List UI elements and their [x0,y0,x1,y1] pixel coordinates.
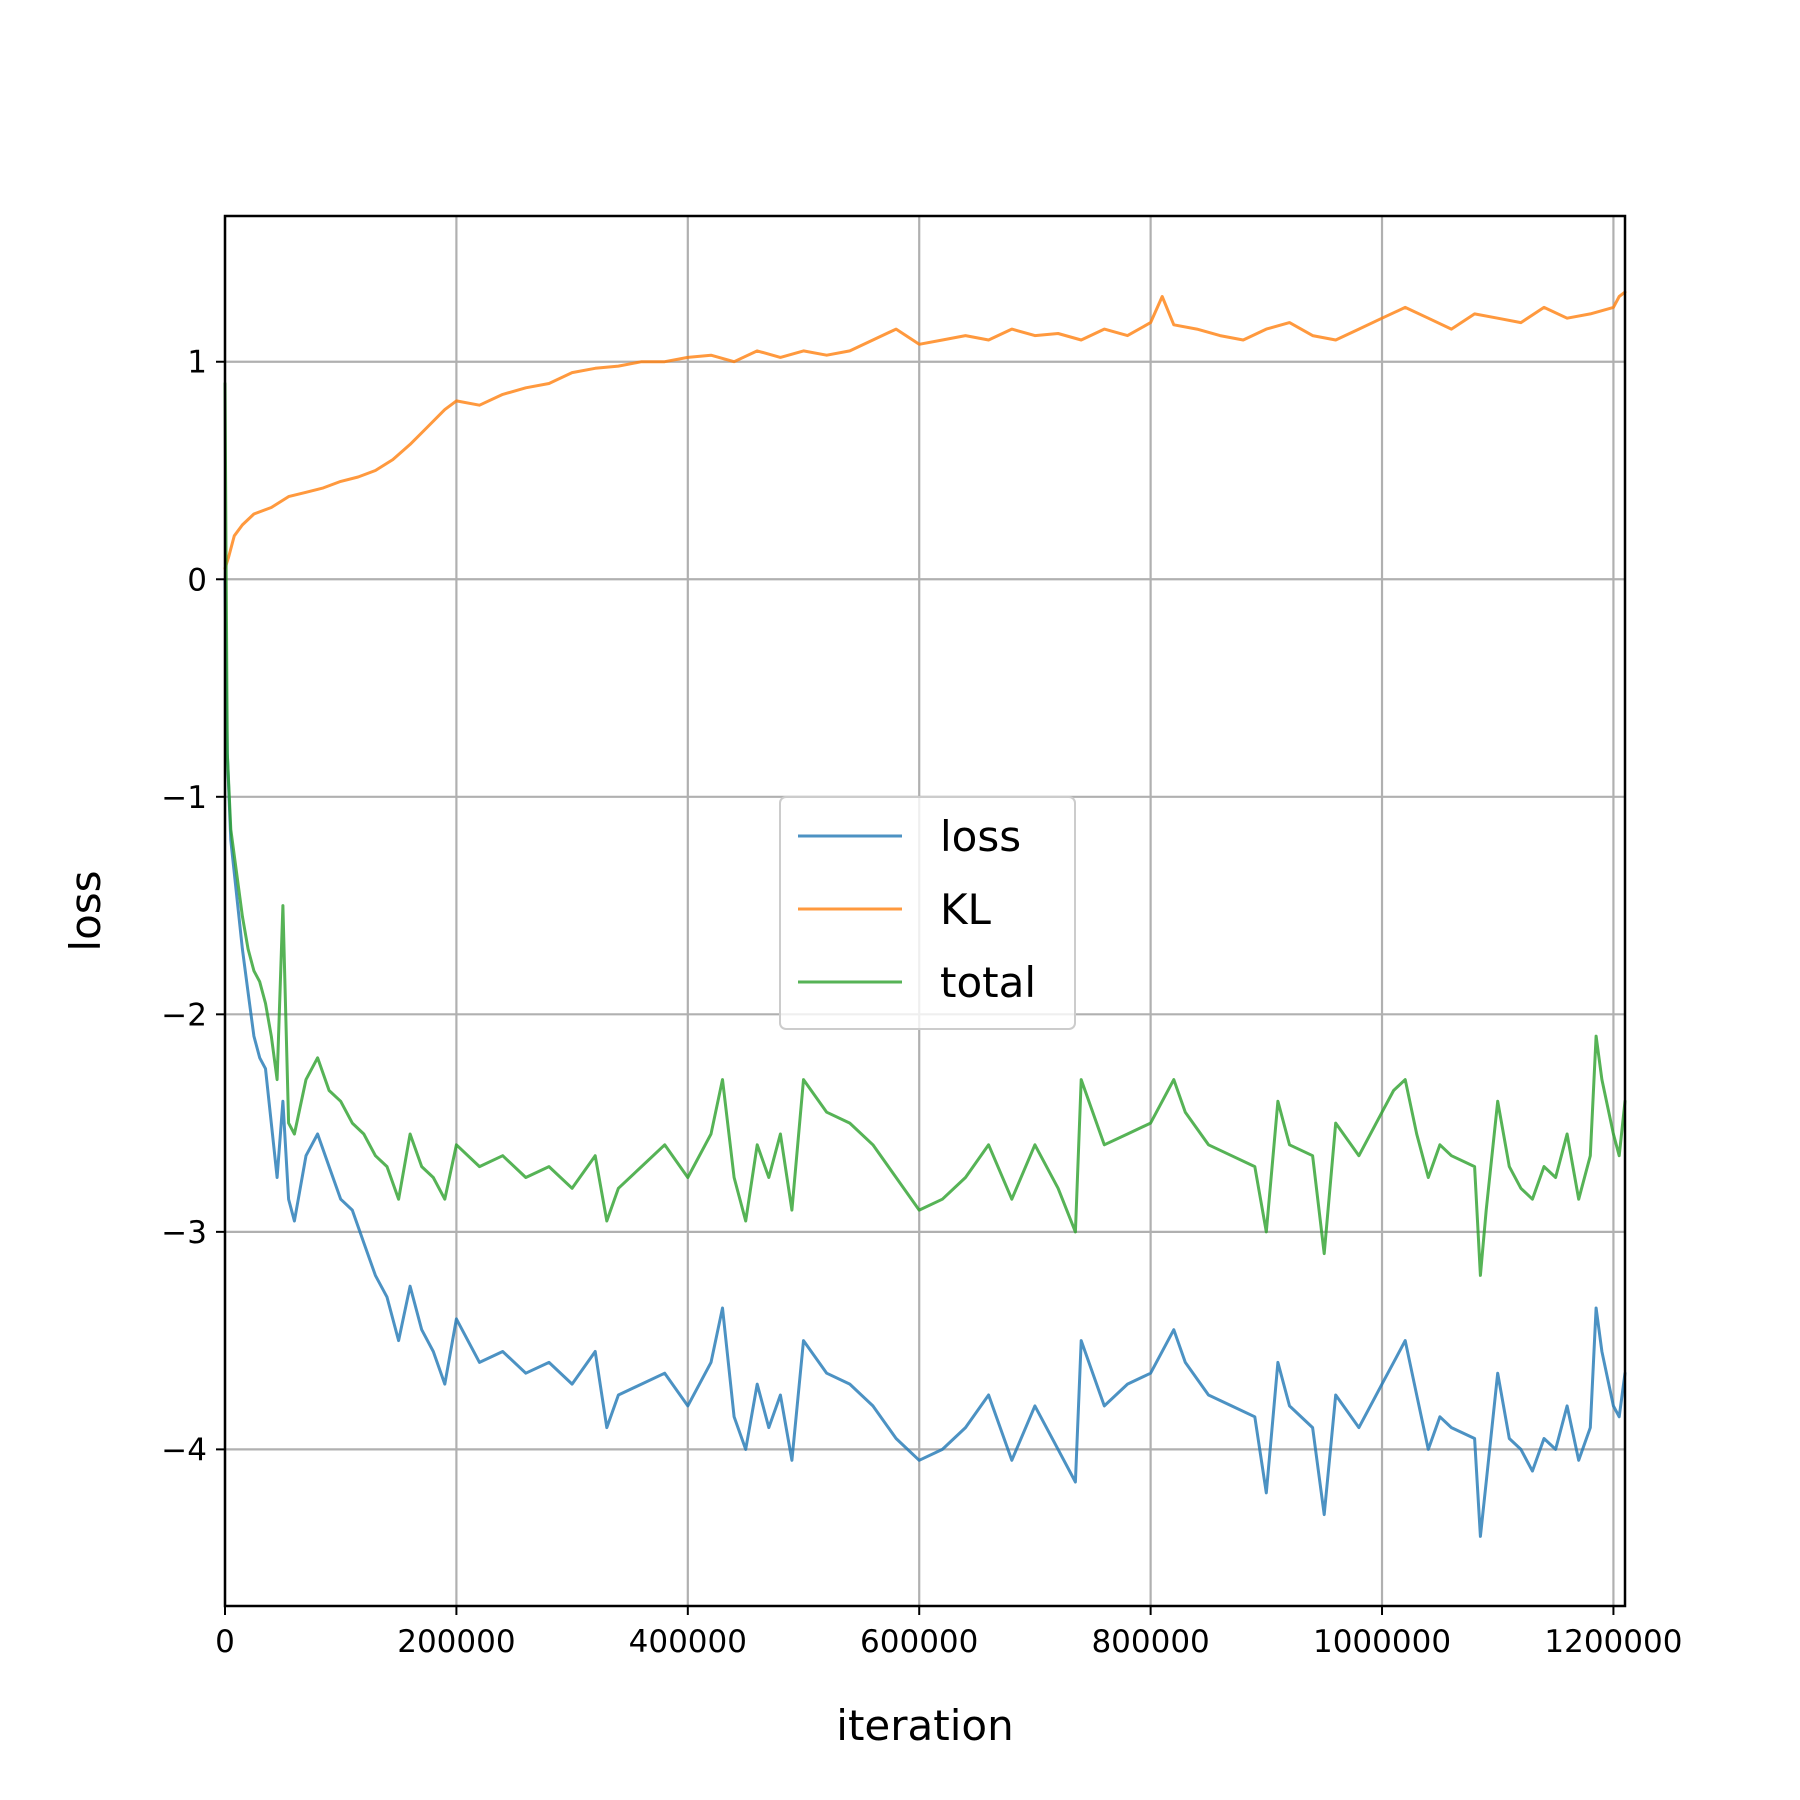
y-axis-label: loss [61,870,110,951]
legend: loss KL total [779,796,1076,1030]
ticks: 0 200000 400000 600000 800000 1000000 1200000 −… [161,345,1682,1660]
y-tick-label: −1 [161,780,207,816]
axes-frame [223,214,1627,1608]
y-tick-label: −2 [161,997,207,1033]
series-line-total [223,382,1627,1277]
legend-label-kl: KL [940,885,992,934]
x-tick-label: 600000 [860,1624,978,1660]
series-line-kl [223,290,1627,570]
y-tick-label: −3 [161,1215,207,1251]
x-tick-label: 400000 [629,1624,747,1660]
x-tick-label: 0 [215,1624,235,1660]
y-tick-label: 1 [187,345,207,381]
y-tick-label: 0 [187,562,207,598]
x-tick-label: 800000 [1091,1624,1209,1660]
x-tick-label: 200000 [397,1624,515,1660]
x-tick-label: 1000000 [1313,1624,1451,1660]
legend-label-total: total [940,958,1036,1007]
legend-label-loss: loss [940,812,1021,861]
y-tick-label: −4 [161,1432,207,1468]
series-layer [223,290,1627,1538]
series-line-loss [223,577,1627,1538]
legend-box [779,796,1076,1030]
x-tick-label: 1200000 [1544,1624,1682,1660]
x-axis-label: iteration [836,1701,1013,1750]
